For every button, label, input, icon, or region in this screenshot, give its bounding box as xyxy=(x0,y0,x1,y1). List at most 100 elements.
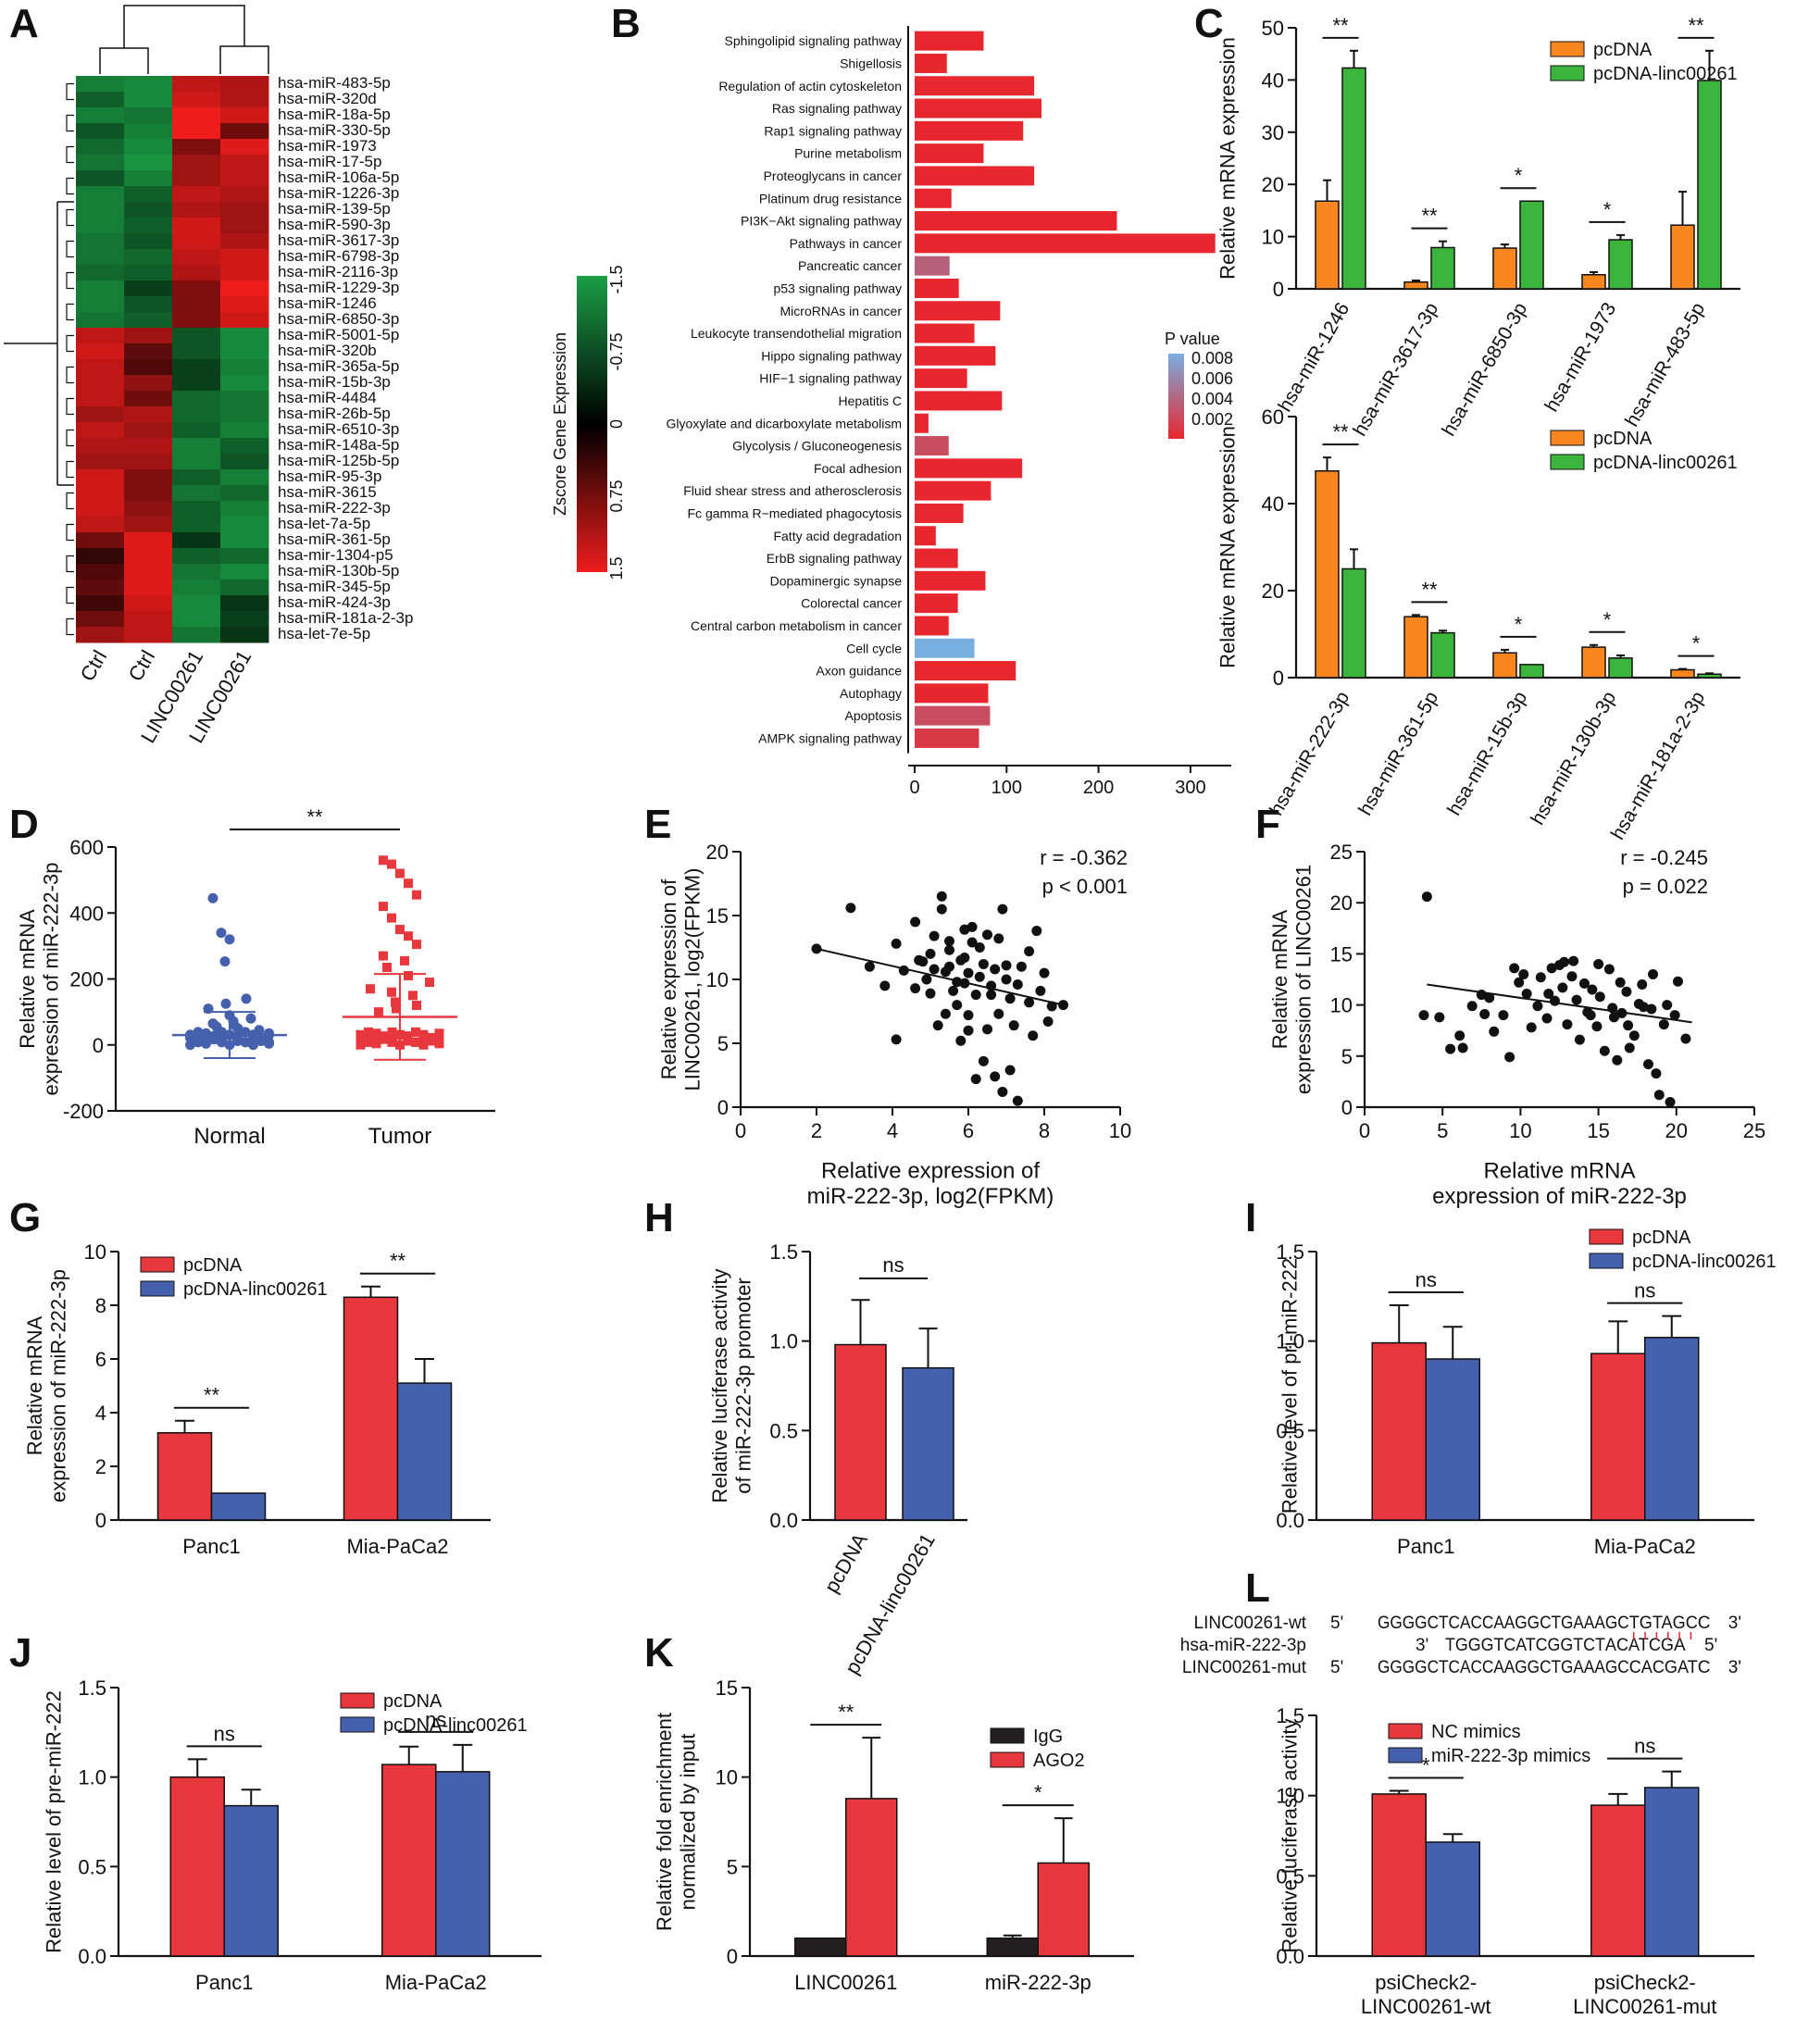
heatmap-cell xyxy=(76,233,125,250)
x-tick-label: Panc1 xyxy=(195,1971,253,1994)
panel-letter-k: K xyxy=(644,1630,674,1676)
panel-k: 0 5 10 15 Relative fold enrichment normalized… xyxy=(653,1676,1134,1994)
y-tick-label: 1.0 xyxy=(1276,1330,1304,1353)
y-axis-label-line: Relative expression of xyxy=(657,879,680,1079)
y-tick-label: 50 xyxy=(1262,17,1284,40)
data-point xyxy=(1591,1021,1603,1032)
data-point xyxy=(990,1071,1001,1082)
heatmap-cell xyxy=(220,328,269,344)
row-dendrogram-leaf xyxy=(66,586,74,604)
data-point xyxy=(1518,968,1529,979)
bar xyxy=(343,1296,399,1521)
data-point xyxy=(879,980,891,991)
sequence-red: TGTAGC xyxy=(1629,1614,1698,1633)
bar xyxy=(1430,631,1455,679)
data-point xyxy=(1543,988,1554,999)
sequence-end: 3' xyxy=(1416,1636,1428,1655)
data-point xyxy=(355,1040,366,1050)
y-tick-label: 60 xyxy=(1262,405,1284,429)
heatmap-cell xyxy=(124,501,173,517)
x-tick-label: hsa-miR-1973 xyxy=(1540,299,1620,416)
y-axis-label: Relative mRNA expression of miR-222-3p xyxy=(16,863,62,1096)
data-point xyxy=(382,963,392,973)
data-point xyxy=(932,1020,943,1031)
legend-swatch xyxy=(990,1751,1025,1768)
pathway-bar xyxy=(915,256,950,276)
bar xyxy=(1590,1804,1646,1957)
heatmap-cell xyxy=(220,454,269,470)
pathway-label: Axon guidance xyxy=(816,664,902,679)
row-label: hsa-miR-17-5p xyxy=(278,153,381,170)
sequence-label: LINC00261-wt xyxy=(1194,1614,1307,1633)
pathway-bar xyxy=(915,526,936,546)
pathway-label: Pancreatic cancer xyxy=(798,258,902,273)
heatmap-cell xyxy=(172,580,221,596)
data-point xyxy=(1623,1020,1634,1031)
scale-tick-label: -1.5 xyxy=(607,265,626,293)
heatmap-cell xyxy=(172,548,221,565)
bar xyxy=(986,1937,1039,1957)
y-axis-label-line: normalized by input xyxy=(676,1734,699,1911)
bar xyxy=(1644,1787,1700,1957)
y-tick-label: 0.5 xyxy=(78,1855,106,1878)
pathway-bar xyxy=(915,188,952,208)
heatmap-cell xyxy=(220,627,269,643)
data-point xyxy=(1646,1003,1657,1015)
heatmap-cell xyxy=(76,627,125,643)
x-tick-label: 0 xyxy=(909,778,919,798)
data-point xyxy=(1445,1043,1456,1054)
data-point xyxy=(1585,1010,1596,1021)
y-tick-label: 1.5 xyxy=(1276,1704,1304,1727)
heatmap-cell xyxy=(76,249,125,266)
data-point xyxy=(1039,967,1050,978)
bar xyxy=(223,1804,279,1957)
panel-letter-i: I xyxy=(1245,1195,1256,1240)
data-point xyxy=(1546,963,1557,974)
pathway-label: Apoptosis xyxy=(845,708,902,723)
data-point xyxy=(1504,1052,1515,1063)
data-point xyxy=(254,1025,265,1036)
bar xyxy=(1315,470,1340,679)
heatmap-cell xyxy=(124,469,173,486)
bar xyxy=(396,1382,453,1521)
pathway-bar xyxy=(915,548,958,568)
y-tick-label: 10 xyxy=(1330,994,1353,1017)
row-dendrogram-leaf xyxy=(66,492,74,510)
x-tick-label: 5 xyxy=(1437,1119,1448,1142)
data-point xyxy=(1638,1002,1649,1013)
pathway-label: ErbB signaling pathway xyxy=(767,551,902,566)
row-dendrogram-leaf xyxy=(66,145,74,164)
bar xyxy=(1670,224,1695,290)
legend-swatch xyxy=(1550,41,1585,57)
bar xyxy=(1608,239,1633,290)
pathway-label: Fc gamma R−mediated phagocytosis xyxy=(688,505,903,520)
x-tick-label: 300 xyxy=(1175,778,1205,798)
data-point xyxy=(404,879,413,889)
row-dendrogram-leaf xyxy=(66,460,74,479)
y-tick-label: 5 xyxy=(727,1855,738,1878)
data-point xyxy=(1421,891,1432,903)
y-tick-label: 1.0 xyxy=(1276,1785,1304,1808)
y-tick-label: 400 xyxy=(69,902,104,925)
pathway-bar xyxy=(915,616,949,636)
bar xyxy=(1519,200,1544,290)
heatmap-cell xyxy=(220,202,269,218)
y-axis-label-line: expression of LINC00261 xyxy=(1291,865,1315,1094)
row-dendrogram-leaf xyxy=(66,429,74,447)
bar xyxy=(1341,67,1366,290)
scale-tick-label: 0.75 xyxy=(607,480,626,512)
heatmap-cell xyxy=(172,485,221,502)
bar xyxy=(1519,664,1544,679)
data-point xyxy=(374,1007,383,1017)
heatmap-cell xyxy=(172,218,221,234)
heatmap-cell xyxy=(76,328,125,344)
row-label: hsa-miR-6850-3p xyxy=(278,310,399,328)
bar xyxy=(1315,200,1340,290)
heatmap-cell xyxy=(76,548,125,565)
heatmap-cell xyxy=(124,76,173,93)
sequence-tail: C xyxy=(1698,1658,1711,1677)
x-axis-label-line: Relative mRNA xyxy=(1483,1159,1635,1184)
y-tick-label: 10 xyxy=(716,1766,738,1789)
